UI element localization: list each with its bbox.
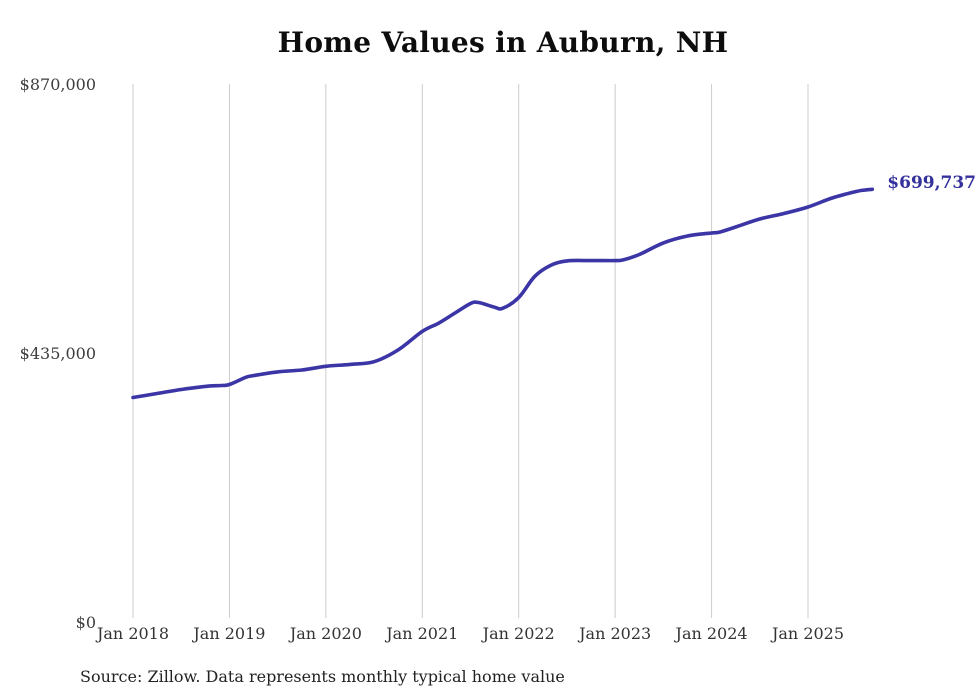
x-tick-label: Jan 2019 bbox=[193, 624, 266, 643]
gridlines bbox=[132, 84, 809, 618]
end-value-label: $699,737 bbox=[887, 173, 976, 194]
y-tick-label: $0 bbox=[75, 612, 96, 632]
y-tick-label: $870,000 bbox=[19, 74, 96, 94]
x-tick-label: Jan 2024 bbox=[675, 624, 748, 643]
x-tick-label: Jan 2018 bbox=[96, 624, 170, 643]
x-tick-label: Jan 2020 bbox=[289, 624, 362, 643]
source-note: Source: Zillow. Data represents monthly … bbox=[80, 667, 565, 686]
x-tick-label: Jan 2021 bbox=[386, 624, 459, 643]
trend-line bbox=[131, 187, 875, 400]
chart-title: Home Values in Auburn, NH bbox=[277, 26, 729, 59]
y-tick-label: $435,000 bbox=[19, 343, 96, 363]
x-tick-label: Jan 2025 bbox=[771, 624, 845, 643]
x-tick-label: Jan 2023 bbox=[579, 624, 652, 643]
x-tick-label: Jan 2022 bbox=[482, 624, 555, 643]
